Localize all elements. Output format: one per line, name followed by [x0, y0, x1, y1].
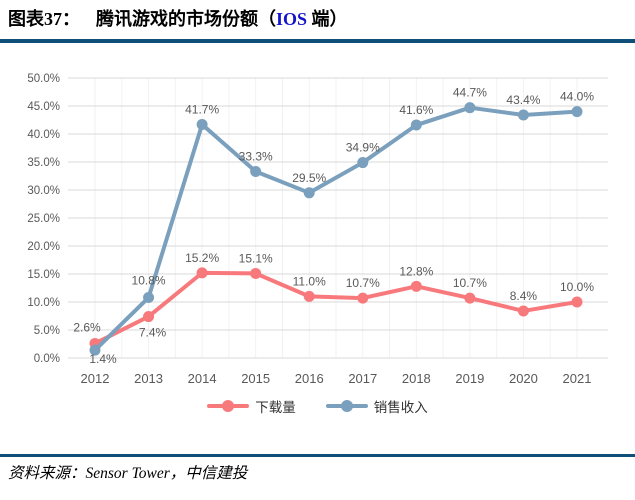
svg-text:44.7%: 44.7% [453, 86, 487, 100]
svg-text:34.9%: 34.9% [346, 141, 380, 155]
svg-text:25.0%: 25.0% [27, 213, 60, 225]
svg-text:5.0%: 5.0% [34, 325, 60, 337]
revenue-line-marker-icon [325, 400, 368, 412]
svg-text:45.0%: 45.0% [27, 101, 60, 113]
svg-text:50.0%: 50.0% [27, 73, 60, 85]
svg-text:15.1%: 15.1% [239, 251, 273, 265]
svg-text:10.0%: 10.0% [560, 280, 594, 294]
line-chart: 0.0% 5.0% 10.0% 15.0% 20.0% 25.0% 30.0% 35.0% 40… [27, 73, 608, 386]
svg-text:11.0%: 11.0% [293, 274, 326, 288]
svg-text:1.4%: 1.4% [89, 352, 117, 366]
svg-text:44.0%: 44.0% [560, 90, 594, 104]
svg-text:43.4%: 43.4% [506, 93, 540, 107]
svg-text:2014: 2014 [188, 371, 217, 386]
svg-text:10.0%: 10.0% [27, 297, 60, 309]
svg-text:30.0%: 30.0% [27, 185, 60, 197]
svg-text:2020: 2020 [509, 371, 538, 386]
legend-label-revenue: 销售收入 [373, 400, 428, 415]
svg-text:2021: 2021 [563, 371, 592, 386]
svg-text:2.6%: 2.6% [73, 320, 101, 334]
svg-text:12.8%: 12.8% [399, 264, 433, 278]
source-note: 资料来源：Sensor Tower，中信建投 [8, 465, 248, 482]
title-ios: IOS [276, 9, 308, 29]
svg-text:10.7%: 10.7% [346, 276, 380, 290]
svg-text:41.6%: 41.6% [399, 103, 433, 117]
svg-text:2015: 2015 [241, 371, 270, 386]
svg-text:29.5%: 29.5% [292, 171, 326, 185]
svg-text:35.0%: 35.0% [27, 157, 60, 169]
legend-item-revenue: 销售收入 [325, 396, 428, 416]
svg-text:10.8%: 10.8% [132, 274, 166, 288]
bottom-divider [0, 454, 635, 457]
chart-area: 0.0% 5.0% 10.0% 15.0% 20.0% 25.0% 30.0% 35.0% 40… [0, 58, 635, 392]
figure-title: 图表37： 腾讯游戏的市场份额（IOS 端） [8, 5, 628, 31]
svg-text:20.0%: 20.0% [27, 241, 60, 253]
svg-text:41.7%: 41.7% [185, 102, 219, 116]
svg-text:8.4%: 8.4% [510, 289, 538, 303]
svg-text:33.3%: 33.3% [239, 150, 273, 164]
svg-text:10.7%: 10.7% [453, 276, 487, 290]
downloads-line-marker-icon [207, 400, 250, 412]
svg-text:2017: 2017 [348, 371, 377, 386]
legend-item-downloads: 下载量 [207, 396, 296, 416]
svg-text:15.0%: 15.0% [27, 269, 60, 281]
svg-text:2012: 2012 [81, 371, 110, 386]
svg-text:2013: 2013 [134, 371, 163, 386]
figure-title-suffix: 端） [307, 9, 348, 29]
svg-text:40.0%: 40.0% [27, 129, 60, 141]
svg-text:2019: 2019 [455, 371, 484, 386]
svg-text:7.4%: 7.4% [139, 326, 167, 340]
top-divider [0, 39, 635, 43]
svg-text:2016: 2016 [295, 371, 324, 386]
chart-legend: 下载量 销售收入 [0, 396, 635, 416]
legend-label-downloads: 下载量 [255, 400, 296, 415]
svg-text:15.2%: 15.2% [185, 251, 219, 265]
figure-title-text: 腾讯游戏的市场份额（ [96, 9, 276, 29]
figure-number: 图表37： [8, 9, 80, 29]
svg-text:2018: 2018 [402, 371, 431, 386]
svg-text:0.0%: 0.0% [34, 353, 60, 365]
